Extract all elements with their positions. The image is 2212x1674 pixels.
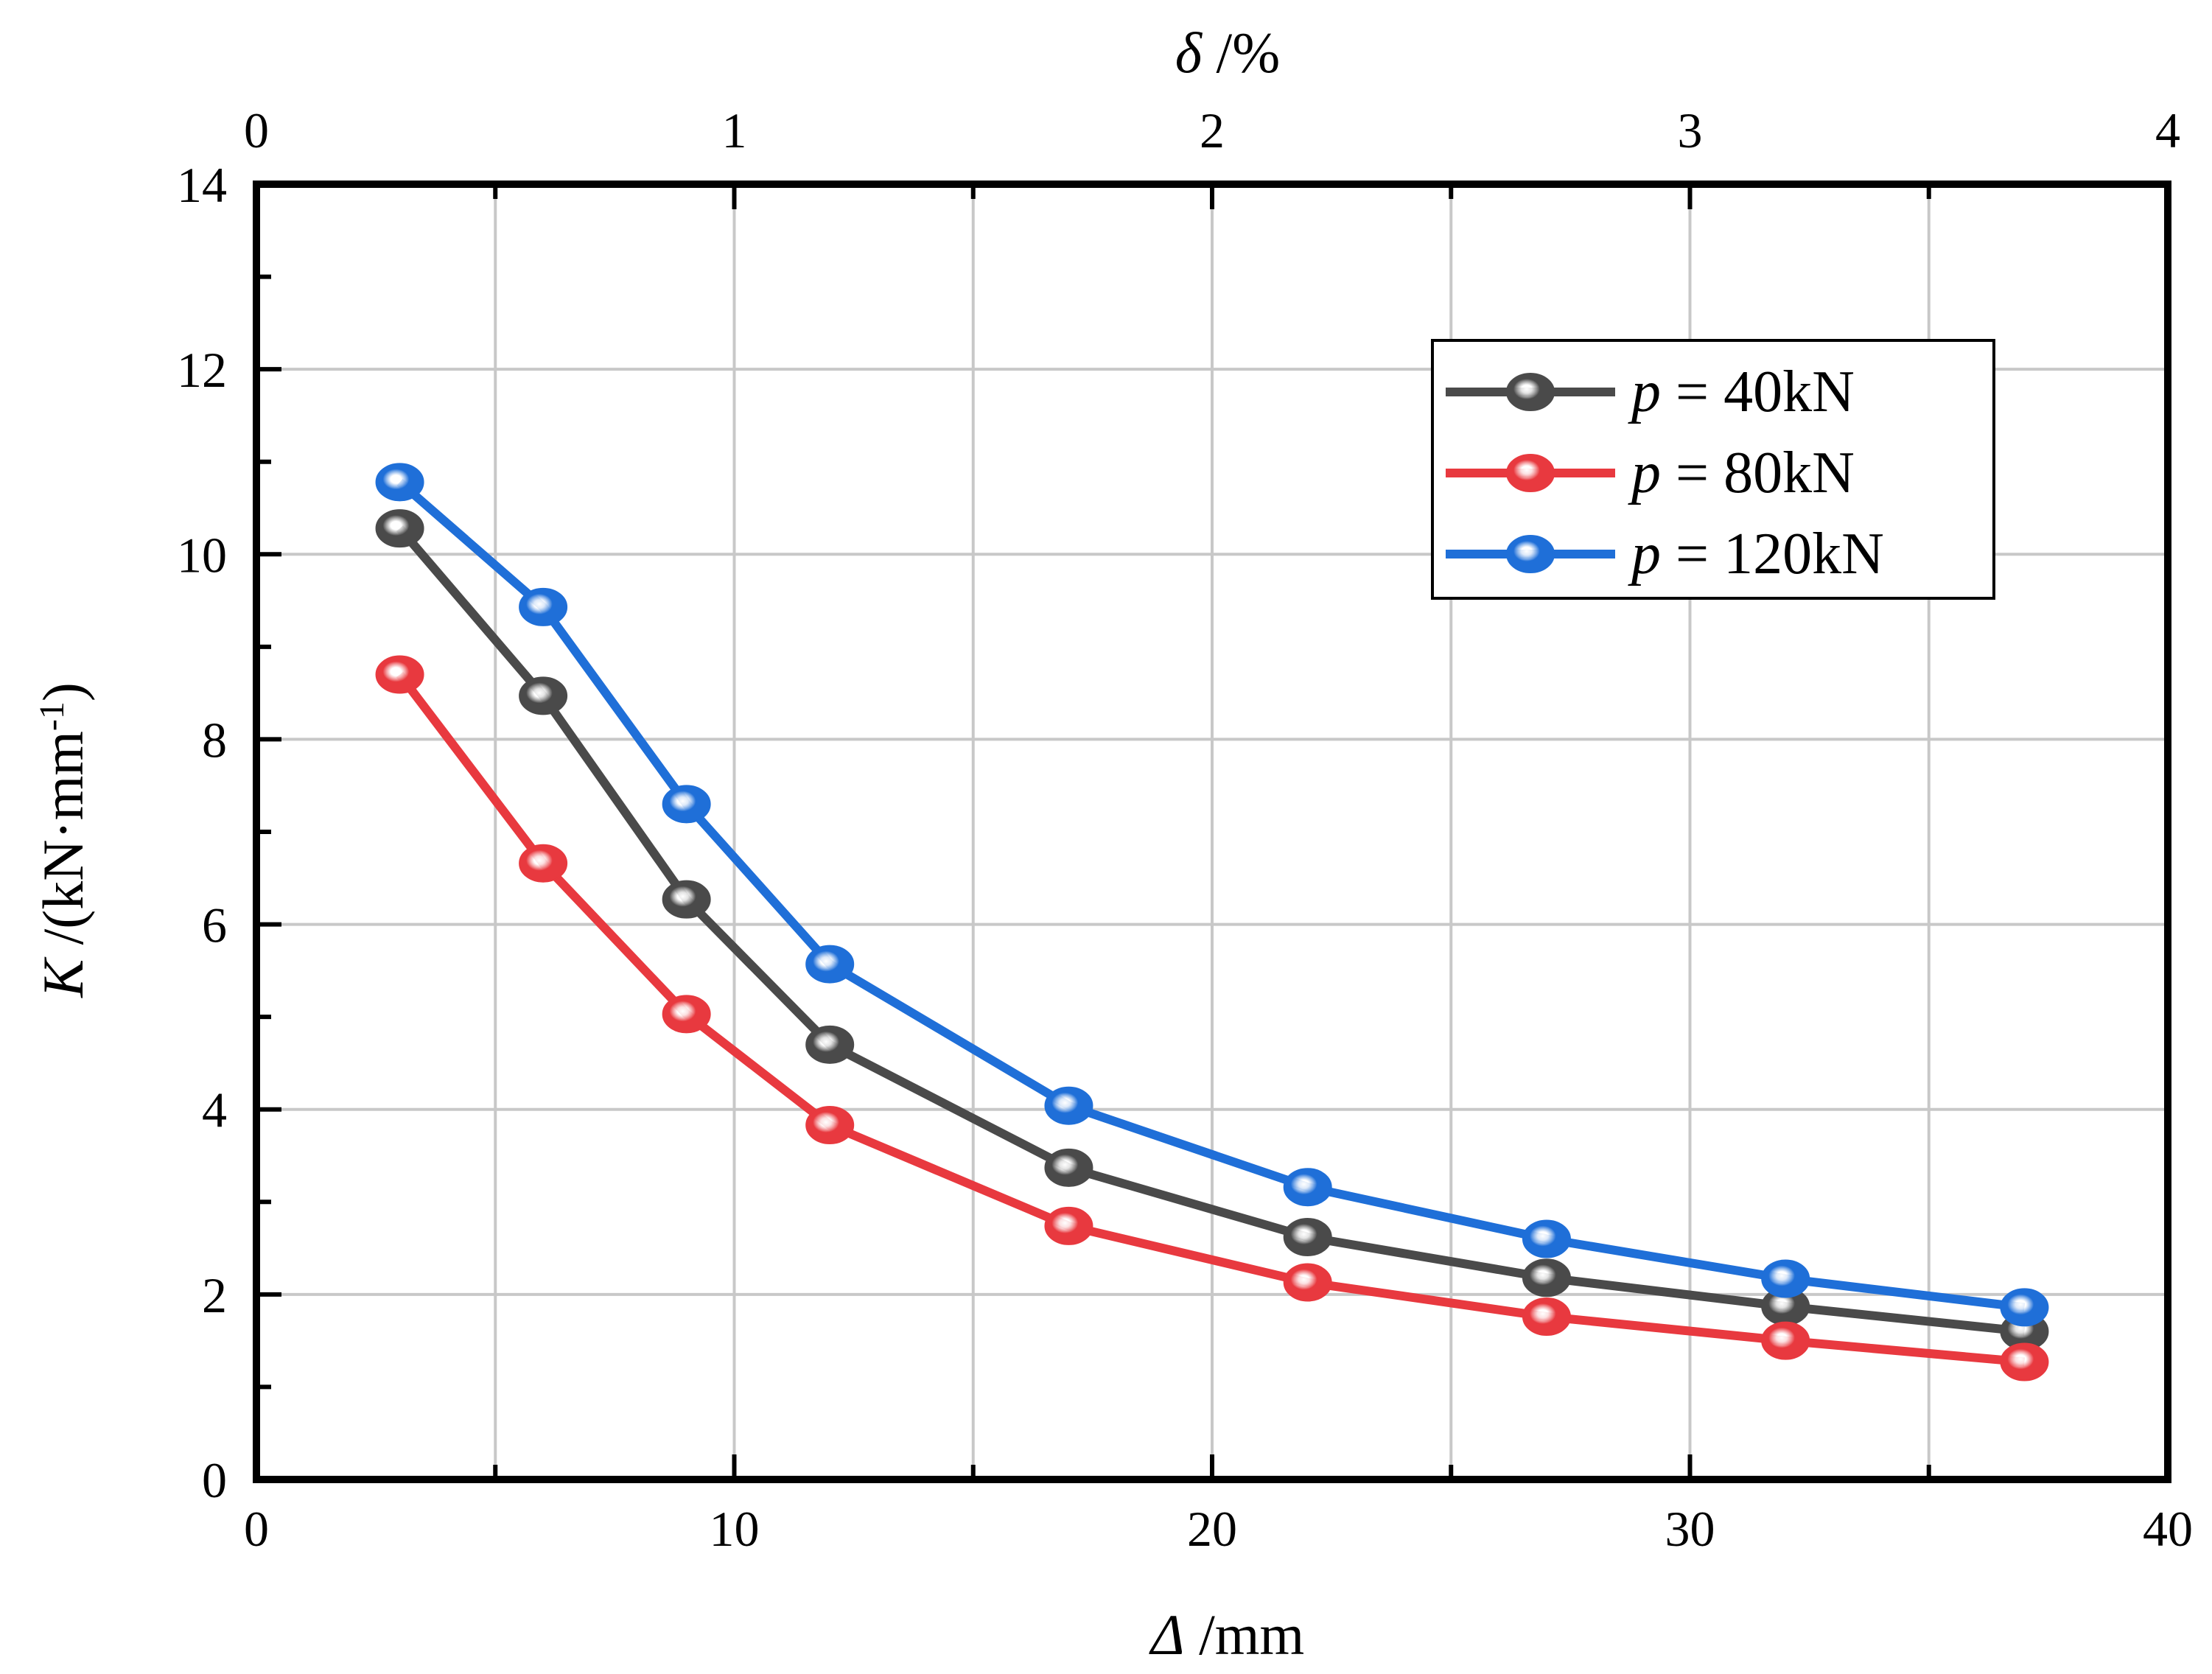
data-point bbox=[662, 880, 711, 919]
data-point bbox=[805, 1025, 855, 1064]
data-point bbox=[1044, 1148, 1093, 1187]
data-point bbox=[519, 676, 568, 715]
data-point bbox=[1283, 1263, 1332, 1302]
data-point bbox=[1522, 1219, 1571, 1258]
y-tick-label: 12 bbox=[177, 342, 227, 398]
x-axis-label: Δ /mm bbox=[1149, 1603, 1304, 1667]
y-tick-label: 2 bbox=[202, 1267, 227, 1323]
data-point bbox=[1044, 1206, 1093, 1245]
data-point bbox=[1761, 1259, 1810, 1298]
data-point bbox=[375, 463, 424, 502]
series-layer bbox=[375, 463, 2049, 1381]
data-point bbox=[805, 1106, 855, 1145]
top-axis-label: δ /% bbox=[1175, 21, 1280, 85]
y-axis-label: K /(kN·mm-1) bbox=[31, 682, 95, 998]
data-point bbox=[805, 945, 855, 984]
top-x-tick-label: 4 bbox=[2155, 102, 2180, 158]
data-point bbox=[1283, 1168, 1332, 1207]
y-tick-label: 14 bbox=[177, 157, 227, 213]
legend: p = 40kN p = 80kN p = 120kN bbox=[1431, 339, 1995, 600]
y-tick-label: 6 bbox=[202, 897, 227, 953]
data-point bbox=[2000, 1342, 2049, 1381]
top-x-tick-label: 2 bbox=[1200, 102, 1225, 158]
x-tick-label: 10 bbox=[710, 1501, 760, 1557]
x-tick-label: 40 bbox=[2143, 1501, 2193, 1557]
x-tick-label: 0 bbox=[244, 1501, 269, 1557]
top-x-tick-label: 0 bbox=[244, 102, 269, 158]
data-point bbox=[1522, 1258, 1571, 1297]
y-tick-label: 8 bbox=[202, 712, 227, 768]
y-tick-label: 4 bbox=[202, 1082, 227, 1138]
data-point bbox=[1044, 1086, 1093, 1125]
y-tick-label: 0 bbox=[202, 1452, 227, 1508]
y-tick-label: 10 bbox=[177, 527, 227, 583]
data-point bbox=[375, 509, 424, 548]
legend-swatch-marker bbox=[1506, 373, 1555, 411]
legend-swatch-marker bbox=[1506, 454, 1555, 492]
x-tick-label: 30 bbox=[1665, 1501, 1715, 1557]
legend-label: p = 120kN bbox=[1628, 522, 1884, 586]
data-point bbox=[1761, 1321, 1810, 1360]
data-point bbox=[519, 587, 568, 626]
data-point bbox=[2000, 1288, 2049, 1327]
top-x-tick-label: 3 bbox=[1678, 102, 1703, 158]
data-point bbox=[375, 655, 424, 694]
data-point bbox=[1522, 1297, 1571, 1336]
data-point bbox=[519, 844, 568, 883]
data-point bbox=[1283, 1218, 1332, 1257]
data-point bbox=[662, 995, 711, 1034]
legend-label: p = 80kN bbox=[1628, 441, 1855, 505]
top-x-tick-label: 1 bbox=[722, 102, 747, 158]
data-point bbox=[662, 785, 711, 824]
legend-swatch-marker bbox=[1506, 535, 1555, 573]
x-tick-label: 20 bbox=[1187, 1501, 1237, 1557]
legend-label: p = 40kN bbox=[1628, 360, 1855, 424]
